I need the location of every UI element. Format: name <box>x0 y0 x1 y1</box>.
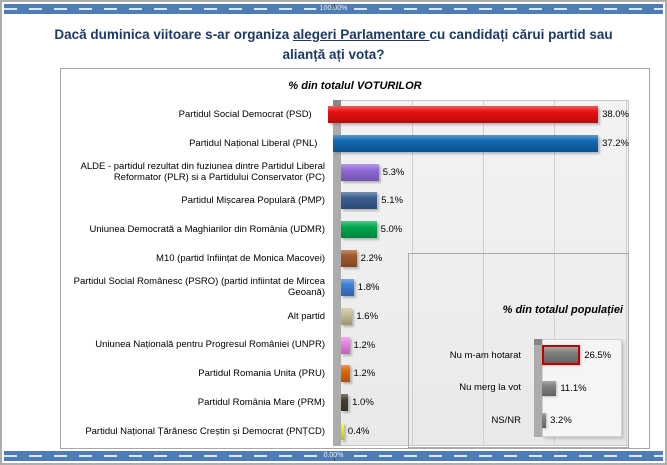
bar-row: Partidul Mișcarea Populară (PMP) 5.1% <box>61 186 629 215</box>
bar-row: Partidul Național Țărănesc Creștin și De… <box>61 417 629 446</box>
top-reference-strip: 100.00% <box>4 4 663 14</box>
gridline <box>412 100 414 446</box>
value-label: 5.1% <box>381 195 403 207</box>
category-label: Nu m-am hotarat <box>449 349 521 361</box>
bottom-center-tick <box>333 458 335 461</box>
category-label: Partidul Social Românesc (PSRO) (partid … <box>73 275 325 299</box>
bar-row: Partidul România Mare (PRM) 1.0% <box>61 388 629 417</box>
bar-row: Alt partid 1.6% <box>61 302 629 331</box>
bar-row: M10 (partid înființat de Monica Macovei)… <box>61 244 629 273</box>
title-text-pre: Dacă duminica viitoare s-ar organiza <box>54 27 293 42</box>
bar-row: NS/NR 3.2% <box>409 404 622 437</box>
title-text-underlined: alegeri Parlamentare <box>292 27 430 42</box>
data-bar <box>341 250 357 268</box>
value-label: 37.2% <box>602 137 629 149</box>
population-category-axis <box>534 339 542 437</box>
bar-track: 26.5% <box>542 345 622 366</box>
bar-row: Partidul Național Liberal (PNL) 37.2% <box>61 129 629 158</box>
data-bar <box>341 394 349 412</box>
bar-track: 1.0% <box>341 394 629 412</box>
votes-chart: % din totalul VOTURILOR Partidul Social … <box>60 68 650 449</box>
value-label: 1.2% <box>353 339 376 351</box>
bar-track: 2.2% <box>341 250 629 268</box>
bar-track: 5.3% <box>341 163 629 181</box>
votes-chart-title: % din totalul VOTURILOR <box>288 80 422 92</box>
value-label: 1.0% <box>352 397 374 409</box>
bar-row: Partidul Social Românesc (PSRO) (partid … <box>61 273 629 302</box>
data-bar <box>341 365 350 383</box>
value-label: 3.2% <box>550 415 572 427</box>
data-bar <box>333 134 599 152</box>
bar-track: 5.0% <box>341 221 629 239</box>
bar-track: 1.8% <box>341 278 629 296</box>
category-label: Partidul Social Democrat (PSD) <box>178 108 312 120</box>
value-label: 2.2% <box>360 253 383 265</box>
category-label: Alt partid <box>287 310 326 322</box>
bar-track: 0.4% <box>341 423 629 441</box>
bar-track: 5.1% <box>341 192 629 210</box>
bar-track: 38.0% <box>327 105 629 123</box>
data-bar <box>341 336 350 354</box>
bar-row: ALDE - partidul rezultat din fuziunea di… <box>61 158 629 187</box>
votes-bar-rows: Partidul Social Democrat (PSD) 38.0% Parti… <box>61 100 629 446</box>
value-label: 5.0% <box>380 224 403 236</box>
value-label: 5.3% <box>382 166 405 178</box>
bar-track: 1.6% <box>341 307 629 325</box>
population-inset-chart: % din totalul populației Nu m-am hotarat… <box>408 253 629 448</box>
bottom-reference-strip: 0.00% <box>4 451 663 461</box>
bar-row: Partidul Social Democrat (PSD) 38.0% <box>61 100 629 129</box>
category-label: Nu merg la vot <box>459 382 521 394</box>
bar-track: 1.2% <box>341 336 629 354</box>
category-label: Partidul Mișcarea Populară (PMP) <box>181 195 325 207</box>
bar-track: 3.2% <box>542 413 622 429</box>
gridline <box>625 100 627 446</box>
category-label: Partidul România Mare (PRM) <box>197 397 325 408</box>
category-label: NS/NR <box>491 414 521 426</box>
bar-row: Uniunea Democrată a Maghiarilor din Româ… <box>61 215 629 244</box>
category-label: Partidul Național Țărănesc Creștin și De… <box>85 425 325 437</box>
category-label: Uniunea Națională pentru Progresul Român… <box>95 339 325 351</box>
votes-category-axis <box>333 100 341 446</box>
gridline <box>483 100 485 446</box>
data-bar <box>341 307 353 325</box>
data-bar <box>542 380 557 396</box>
bar-track: 1.2% <box>341 365 629 383</box>
data-bar <box>341 221 377 239</box>
category-label: Partidul Romania Unita (PRU) <box>198 368 325 380</box>
population-chart-title: % din totalul populației <box>502 304 623 316</box>
data-bar <box>341 163 379 181</box>
data-bar <box>341 278 354 296</box>
data-bar <box>341 192 378 210</box>
population-bar-rows: Nu m-am hotarat 26.5% Nu merg la vot 11.1% N… <box>409 339 622 437</box>
category-label: Uniunea Democrată a Maghiarilor din Româ… <box>89 224 325 236</box>
value-label: 26.5% <box>584 349 612 361</box>
top-reference-label: 100.00% <box>315 5 352 13</box>
value-label: 0.4% <box>347 426 370 438</box>
bar-row: Nu merg la vot 11.1% <box>409 372 622 405</box>
category-label: M10 (partid înființat de Monica Macovei) <box>156 252 325 264</box>
value-label: 11.1% <box>560 382 587 394</box>
category-label: Partidul Național Liberal (PNL) <box>189 137 318 149</box>
bar-row: Nu m-am hotarat 26.5% <box>409 339 622 372</box>
data-bar <box>341 423 344 441</box>
bar-row: Uniunea Națională pentru Progresul Român… <box>61 331 629 360</box>
gridline <box>554 100 556 446</box>
bar-track: 37.2% <box>333 134 629 152</box>
data-bar-highlighted <box>542 345 581 366</box>
bar-row: Partidul Romania Unita (PRU) 1.2% <box>61 359 629 388</box>
top-center-tick <box>333 4 335 7</box>
data-bar <box>327 105 599 123</box>
bar-track: 11.1% <box>542 380 622 396</box>
data-bar <box>542 413 547 429</box>
value-label: 38.0% <box>602 108 629 120</box>
page-title: Dacă duminica viitoare s-ar organiza ale… <box>38 25 629 66</box>
title-text-post: cu candidați cărui partid sau alianță aț… <box>282 27 613 63</box>
value-label: 1.2% <box>353 368 376 380</box>
category-label: ALDE - partidul rezultat din fuziunea di… <box>80 160 326 184</box>
value-label: 1.8% <box>357 281 380 293</box>
value-label: 1.6% <box>356 310 379 322</box>
bottom-reference-label: 0.00% <box>319 452 348 460</box>
